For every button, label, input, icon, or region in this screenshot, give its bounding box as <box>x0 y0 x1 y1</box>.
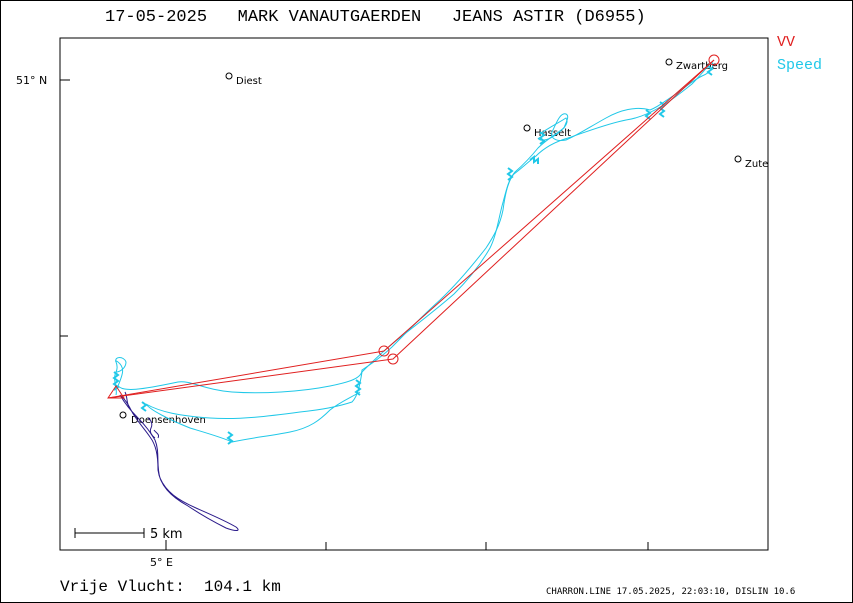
town-label: Diest <box>236 76 262 87</box>
thermal-mark <box>226 431 234 445</box>
town-label: Zwartberg <box>676 61 728 72</box>
thermal-mark <box>644 109 652 120</box>
task-route <box>107 54 720 399</box>
town-label: Zute <box>745 159 768 170</box>
track-low-segment <box>119 394 239 531</box>
town-doensenhoven: Doensenhoven <box>119 411 206 426</box>
track-speed-outbound <box>114 61 714 396</box>
town-marker <box>225 72 233 80</box>
town-label: Hasselt <box>534 128 571 139</box>
town-diest: Diest <box>225 72 262 87</box>
town-marker <box>523 124 531 132</box>
thermal-mark <box>706 65 714 76</box>
town-zute: Zute <box>734 155 768 170</box>
thermal-mark <box>112 371 120 391</box>
thermal-mark <box>529 155 539 164</box>
turnpoint-1 <box>378 345 390 357</box>
lon-label: 5° E <box>150 556 173 569</box>
thermal-mark <box>538 131 546 145</box>
track-speed-hasselt-loop <box>537 117 568 141</box>
thermal-mark <box>140 401 148 412</box>
lat-label: 51° N <box>16 74 47 87</box>
track-speed-return <box>145 61 713 443</box>
thermal-mark <box>354 379 362 396</box>
plot-frame <box>59 37 769 551</box>
distance-text: Vrije Vlucht: 104.1 km <box>60 578 281 596</box>
axis-ticks <box>60 79 649 550</box>
town-marker <box>734 155 742 163</box>
thermal-mark <box>506 167 514 181</box>
task-leg-back <box>107 59 715 399</box>
legend-vv: VV <box>777 34 796 51</box>
town-zwartberg: Zwartberg <box>665 58 728 72</box>
town-marker <box>119 411 127 419</box>
town-marker <box>665 58 673 66</box>
track-speed-start-loop <box>115 357 127 373</box>
task-start-triangle <box>107 385 125 399</box>
turnpoint-3 <box>708 54 720 66</box>
track-thermals <box>112 65 714 445</box>
scale-bar-label: 5 km <box>150 527 183 542</box>
town-label: Doensenhoven <box>131 415 206 426</box>
page-title: 17-05-2025 MARK VANAUTGAERDEN JEANS ASTI… <box>105 8 646 27</box>
town-hasselt: Hasselt <box>523 124 571 139</box>
task-leg-out <box>107 59 715 399</box>
credits-text: CHARRON.LINE 17.05.2025, 22:03:10, DISLI… <box>546 587 796 597</box>
track-speed <box>114 61 714 443</box>
legend-speed: Speed <box>777 57 823 74</box>
scale-bar: 5 km <box>74 527 183 542</box>
track-low-loops <box>124 391 159 439</box>
turnpoint-2 <box>387 353 399 365</box>
